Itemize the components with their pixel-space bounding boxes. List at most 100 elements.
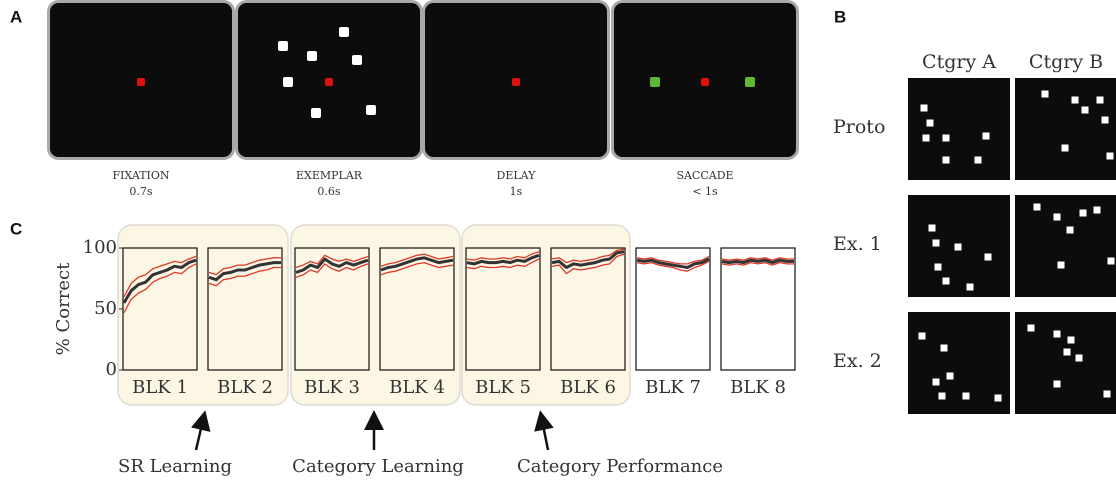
block-frame (720, 247, 796, 371)
column-header: Ctgry A (922, 51, 996, 73)
block-frame (635, 247, 711, 371)
stimulus-dot (352, 55, 362, 65)
exemplar-dot (920, 104, 928, 112)
exemplar-dot (974, 156, 982, 164)
exemplar-dot (1096, 96, 1104, 104)
upper-line (636, 255, 710, 265)
exemplar-dot (940, 344, 948, 352)
exemplar-dot (942, 156, 950, 164)
y-tick-label: 100 (83, 237, 117, 258)
upper-line (123, 255, 197, 298)
exemplar-dot (962, 392, 970, 400)
upper-line (208, 257, 281, 276)
target-dot (745, 77, 755, 87)
block-frame (207, 247, 283, 371)
screen-duration: 1s (510, 185, 523, 198)
exemplar-dot (1081, 106, 1089, 114)
lower-line (295, 263, 369, 278)
exemplar-dot (1053, 330, 1061, 338)
upper-line (551, 248, 625, 264)
target-dot (650, 77, 660, 87)
exemplar-dot (1106, 152, 1114, 160)
upper-line (721, 257, 794, 261)
exemplar-dot (1101, 116, 1109, 124)
block-frame (379, 247, 455, 371)
exemplar-dot (922, 134, 930, 142)
exemplar-dot (1027, 324, 1035, 332)
stimulus-dot (283, 77, 293, 87)
upper-line (380, 253, 454, 267)
lower-line (380, 261, 454, 276)
exemplar-dot (1041, 90, 1049, 98)
upper-line (295, 254, 369, 269)
block-label: BLK 4 (389, 377, 445, 398)
exemplar-dot (918, 332, 926, 340)
exemplar-dot (932, 239, 940, 247)
screen-name: EXEMPLAR (296, 169, 363, 182)
y-tick-label: 0 (106, 359, 117, 380)
group-shade (461, 224, 631, 406)
mean-line (721, 258, 794, 265)
stimulus-dot (339, 27, 349, 37)
exemplar-dot (934, 263, 942, 271)
mean-line (208, 261, 281, 282)
screen-name: FIXATION (112, 169, 169, 182)
fixation-dot (512, 78, 520, 86)
block-label: BLK 5 (475, 377, 531, 398)
mean-line (466, 253, 540, 266)
lower-line (721, 261, 794, 266)
stimulus-dot (311, 108, 321, 118)
fixation-dot (325, 78, 333, 86)
mean-line (122, 258, 197, 304)
stimulus-dot (366, 105, 376, 115)
mean-line (551, 250, 625, 269)
exemplar-dot (1107, 257, 1115, 265)
stimulus-dot (278, 41, 288, 51)
screen-name: DELAY (497, 169, 537, 182)
upper-line (466, 251, 540, 261)
screen-duration: < 1s (692, 185, 718, 198)
group-label: SR Learning (118, 456, 232, 477)
panel-letter: C (10, 219, 22, 238)
exemplar-dot (1053, 213, 1061, 221)
block-frame (122, 247, 198, 371)
block-label: BLK 3 (304, 377, 360, 398)
exemplar-dot (928, 224, 936, 232)
y-tick-label: 50 (94, 298, 117, 319)
column-header: Ctgry B (1029, 51, 1103, 73)
mean-line (295, 257, 369, 274)
block-frame (465, 247, 541, 371)
exemplar-dot (1061, 144, 1069, 152)
screen-duration: 0.6s (317, 185, 340, 198)
exemplar-dot (946, 372, 954, 380)
exemplar-image (908, 312, 1010, 414)
block-label: BLK 1 (132, 377, 188, 398)
group-shade (290, 224, 461, 406)
exemplar-dot (1033, 203, 1041, 211)
exemplar-dot (942, 134, 950, 142)
exemplar-dot (1053, 380, 1061, 388)
exemplar-dot (942, 277, 950, 285)
row-label: Proto (833, 116, 885, 138)
lower-line (466, 258, 540, 270)
exemplar-dot (1057, 261, 1065, 269)
exemplar-dot (1079, 209, 1087, 217)
exemplar-dot (1067, 336, 1075, 344)
exemplar-dot (1066, 226, 1074, 234)
row-label: Ex. 1 (833, 233, 882, 255)
exemplar-dot (926, 119, 934, 127)
group-label: Category Performance (517, 456, 723, 477)
block-frame (550, 247, 626, 371)
lower-line (208, 266, 281, 287)
block-label: BLK 7 (645, 377, 701, 398)
exemplar-dot (954, 243, 962, 251)
arrow (534, 410, 554, 451)
block-label: BLK 2 (217, 377, 273, 398)
exemplar-image (908, 78, 1010, 180)
fixation-dot (137, 78, 145, 86)
panel-letter: B (834, 7, 846, 26)
y-axis-label: % Correct (53, 262, 74, 355)
exemplar-dot (1075, 354, 1083, 362)
exemplar-dot (1093, 206, 1101, 214)
